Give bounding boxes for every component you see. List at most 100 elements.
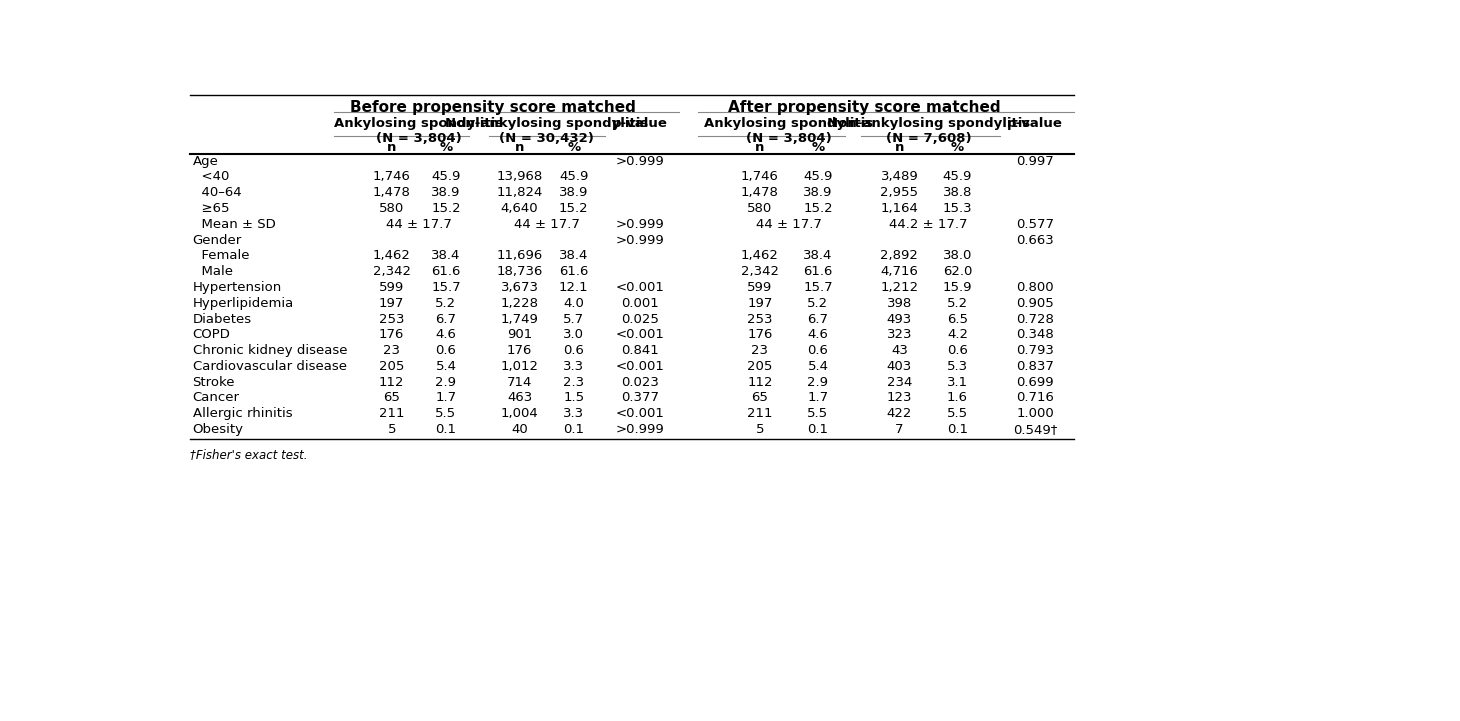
Text: COPD: COPD (193, 328, 231, 341)
Text: 398: 398 (886, 297, 912, 310)
Text: 1,228: 1,228 (501, 297, 539, 310)
Text: 1.5: 1.5 (564, 392, 584, 404)
Text: 38.4: 38.4 (803, 249, 832, 262)
Text: 15.2: 15.2 (803, 202, 832, 215)
Text: 38.4: 38.4 (431, 249, 461, 262)
Text: Cancer: Cancer (193, 392, 239, 404)
Text: %: % (950, 141, 964, 154)
Text: Stroke: Stroke (193, 376, 235, 389)
Text: 40: 40 (511, 423, 529, 436)
Text: %: % (812, 141, 825, 154)
Text: 1,004: 1,004 (501, 407, 539, 420)
Text: 580: 580 (380, 202, 404, 215)
Text: 176: 176 (748, 328, 772, 341)
Text: 0.025: 0.025 (620, 313, 658, 326)
Text: 38.8: 38.8 (943, 186, 972, 199)
Text: 65: 65 (752, 392, 768, 404)
Text: 901: 901 (507, 328, 533, 341)
Text: 11,696: 11,696 (496, 249, 543, 262)
Text: 5: 5 (387, 423, 396, 436)
Text: 5.2: 5.2 (807, 297, 829, 310)
Text: Non-ankylosing spondylitis
(N = 30,432): Non-ankylosing spondylitis (N = 30,432) (445, 118, 648, 146)
Text: 1,012: 1,012 (501, 360, 539, 373)
Text: 2.3: 2.3 (564, 376, 584, 389)
Text: 38.4: 38.4 (559, 249, 588, 262)
Text: >0.999: >0.999 (615, 155, 664, 168)
Text: 0.728: 0.728 (1016, 313, 1054, 326)
Text: Age: Age (193, 155, 219, 168)
Text: p-value: p-value (612, 118, 667, 131)
Text: 4.6: 4.6 (435, 328, 457, 341)
Text: Diabetes: Diabetes (193, 313, 251, 326)
Text: 112: 112 (748, 376, 772, 389)
Text: 2,342: 2,342 (372, 265, 410, 278)
Text: 7: 7 (895, 423, 904, 436)
Text: 1,462: 1,462 (740, 249, 778, 262)
Text: 493: 493 (886, 313, 912, 326)
Text: 0.793: 0.793 (1016, 344, 1054, 357)
Text: 0.6: 0.6 (807, 344, 828, 357)
Text: †Fisher's exact test.: †Fisher's exact test. (190, 448, 308, 461)
Text: Ankylosing spondylitis
(N = 3,804): Ankylosing spondylitis (N = 3,804) (334, 118, 504, 146)
Text: <0.001: <0.001 (615, 281, 664, 294)
Text: 1,746: 1,746 (372, 170, 410, 184)
Text: 45.9: 45.9 (431, 170, 461, 184)
Text: 3.3: 3.3 (564, 407, 584, 420)
Text: <0.001: <0.001 (615, 328, 664, 341)
Text: 15.7: 15.7 (431, 281, 461, 294)
Text: Cardiovascular disease: Cardiovascular disease (193, 360, 346, 373)
Text: 15.7: 15.7 (803, 281, 832, 294)
Text: 323: 323 (886, 328, 912, 341)
Text: <0.001: <0.001 (615, 407, 664, 420)
Text: 2,955: 2,955 (880, 186, 918, 199)
Text: 45.9: 45.9 (943, 170, 972, 184)
Text: 0.001: 0.001 (620, 297, 658, 310)
Text: 13,968: 13,968 (496, 170, 543, 184)
Text: 44 ± 17.7: 44 ± 17.7 (385, 218, 451, 231)
Text: 112: 112 (380, 376, 404, 389)
Text: %: % (568, 141, 581, 154)
Text: 15.2: 15.2 (559, 202, 588, 215)
Text: 44.2 ± 17.7: 44.2 ± 17.7 (889, 218, 968, 231)
Text: 2,342: 2,342 (740, 265, 778, 278)
Text: 40–64: 40–64 (193, 186, 241, 199)
Text: 5.2: 5.2 (948, 297, 968, 310)
Text: <40: <40 (193, 170, 229, 184)
Text: 2.9: 2.9 (435, 376, 457, 389)
Text: 5.4: 5.4 (435, 360, 457, 373)
Text: Ankylosing spondylitis
(N = 3,804): Ankylosing spondylitis (N = 3,804) (704, 118, 873, 146)
Text: ≥65: ≥65 (193, 202, 229, 215)
Text: 61.6: 61.6 (803, 265, 832, 278)
Text: 18,736: 18,736 (496, 265, 543, 278)
Text: 0.6: 0.6 (948, 344, 968, 357)
Text: 234: 234 (886, 376, 912, 389)
Text: 6.5: 6.5 (948, 313, 968, 326)
Text: 3,673: 3,673 (501, 281, 539, 294)
Text: 44 ± 17.7: 44 ± 17.7 (514, 218, 580, 231)
Text: 5.5: 5.5 (435, 407, 457, 420)
Text: 1,749: 1,749 (501, 313, 539, 326)
Text: After propensity score matched: After propensity score matched (729, 100, 1000, 115)
Text: 1,462: 1,462 (372, 249, 410, 262)
Text: 65: 65 (384, 392, 400, 404)
Text: p-value: p-value (1007, 118, 1063, 131)
Text: 0.577: 0.577 (1016, 218, 1054, 231)
Text: Non-ankylosing spondylitis
(N = 7,608): Non-ankylosing spondylitis (N = 7,608) (826, 118, 1031, 146)
Text: 2.9: 2.9 (807, 376, 828, 389)
Text: Before propensity score matched: Before propensity score matched (349, 100, 635, 115)
Text: n: n (515, 141, 524, 154)
Text: 5.7: 5.7 (564, 313, 584, 326)
Text: 1.7: 1.7 (807, 392, 829, 404)
Text: 1,478: 1,478 (740, 186, 778, 199)
Text: 4,640: 4,640 (501, 202, 539, 215)
Text: 422: 422 (886, 407, 912, 420)
Text: Allergic rhinitis: Allergic rhinitis (193, 407, 292, 420)
Text: 23: 23 (383, 344, 400, 357)
Text: 4.0: 4.0 (564, 297, 584, 310)
Text: <0.001: <0.001 (615, 360, 664, 373)
Text: 211: 211 (380, 407, 404, 420)
Text: 0.348: 0.348 (1016, 328, 1054, 341)
Text: 4.6: 4.6 (807, 328, 828, 341)
Text: 38.9: 38.9 (431, 186, 461, 199)
Text: n: n (755, 141, 765, 154)
